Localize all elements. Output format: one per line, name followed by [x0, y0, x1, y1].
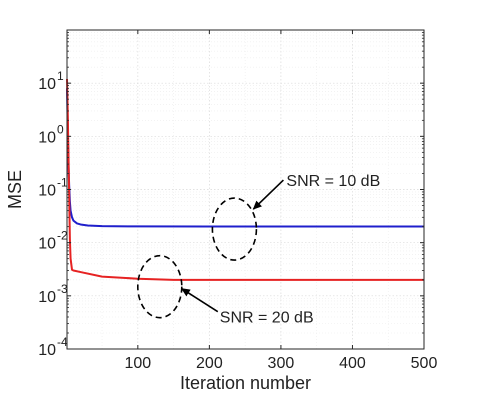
- y-tick-exponent: -3: [57, 282, 68, 296]
- y-tick-label: 10: [38, 129, 56, 146]
- annotations: SNR = 10 dB SNR = 20 dB: [136, 173, 380, 327]
- y-tick-label: 10: [38, 289, 56, 306]
- x-tick-label: 300: [268, 355, 295, 372]
- y-tick-label: 10: [38, 236, 56, 253]
- y-tick-exponent: 0: [57, 122, 64, 136]
- y-tick-label: 10: [38, 342, 56, 359]
- y-tick-exponent: -4: [57, 335, 68, 349]
- x-tick-label: 100: [124, 355, 151, 372]
- annotation-arrow-snr20: [180, 288, 219, 313]
- x-tick-label: 200: [196, 355, 223, 372]
- annotation-label-snr10: SNR = 10 dB: [286, 173, 380, 190]
- y-tick-label: 10: [38, 76, 56, 93]
- annotation-ellipse-snr10: [211, 197, 258, 261]
- annotation-label-snr20: SNR = 20 dB: [220, 310, 314, 327]
- x-tick-label: 400: [339, 355, 366, 372]
- y-tick-exponent: -2: [57, 229, 68, 243]
- y-tick-label: 10: [38, 183, 56, 200]
- x-axis-label: Iteration number: [180, 373, 311, 393]
- y-tick-exponent: -1: [57, 176, 68, 190]
- y-tick-exponent: 1: [57, 69, 64, 83]
- annotation-arrow-snr10: [252, 179, 284, 210]
- y-axis-label: MSE: [5, 170, 25, 209]
- annotation-ellipse-snr20: [136, 254, 183, 319]
- x-tick-label: 500: [411, 355, 438, 372]
- grid: [67, 30, 425, 350]
